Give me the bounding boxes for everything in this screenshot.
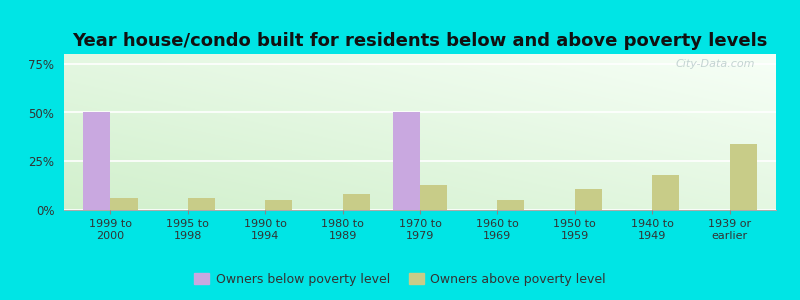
Bar (574, 189, 602, 210)
Bar (652, 175, 679, 210)
Bar (420, 184, 447, 210)
Bar (83, 112, 110, 210)
Title: Year house/condo built for residents below and above poverty levels: Year house/condo built for residents bel… (72, 32, 768, 50)
Bar (498, 200, 525, 210)
Bar (188, 198, 215, 210)
Bar (393, 112, 420, 210)
Bar (342, 194, 370, 210)
Bar (266, 200, 292, 210)
Legend: Owners below poverty level, Owners above poverty level: Owners below poverty level, Owners above… (190, 268, 610, 291)
Text: City-Data.com: City-Data.com (675, 59, 754, 69)
Bar (730, 144, 757, 210)
Bar (110, 198, 138, 210)
